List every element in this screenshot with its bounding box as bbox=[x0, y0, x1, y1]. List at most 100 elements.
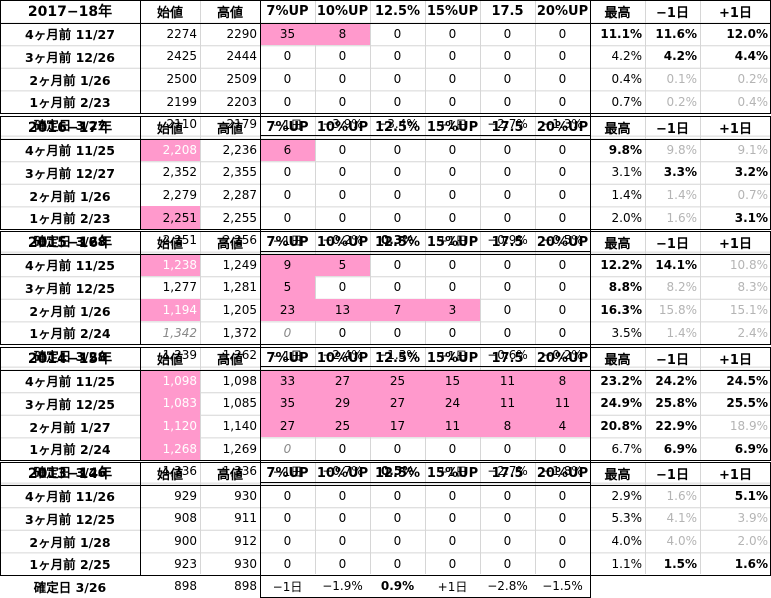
data-cell[interactable]: 2.4% bbox=[737, 325, 769, 340]
column-header[interactable]: 高値 bbox=[216, 352, 243, 368]
row-label[interactable]: 3ヶ月前 12/26 bbox=[25, 49, 115, 65]
column-header[interactable]: 7%UP bbox=[266, 350, 309, 366]
data-cell[interactable]: 0 bbox=[558, 94, 567, 109]
data-cell[interactable]: 15.8% bbox=[658, 303, 697, 318]
confirm-cell[interactable]: 1,336 bbox=[222, 464, 257, 479]
data-cell[interactable]: 0 bbox=[338, 441, 347, 456]
column-header[interactable]: −1日 bbox=[656, 236, 689, 252]
data-cell[interactable]: 0 bbox=[338, 325, 347, 340]
column-header[interactable]: 高値 bbox=[216, 467, 243, 483]
data-cell[interactable]: 0 bbox=[503, 303, 512, 318]
confirm-cell[interactable]: 0.3% bbox=[380, 233, 415, 248]
data-cell[interactable]: 3 bbox=[425, 298, 480, 322]
column-header[interactable]: 17.5 bbox=[491, 350, 524, 366]
data-cell[interactable]: 9.8% bbox=[666, 142, 698, 157]
data-cell[interactable]: 2.0% bbox=[737, 534, 769, 549]
data-cell[interactable]: 0 bbox=[503, 257, 512, 272]
data-cell[interactable]: 2274 bbox=[166, 26, 197, 41]
data-cell[interactable]: 24.9% bbox=[600, 396, 642, 411]
column-header[interactable]: 20%UP bbox=[536, 465, 589, 481]
confirm-cell[interactable]: −3.4% bbox=[377, 117, 418, 132]
data-cell[interactable]: 0 bbox=[338, 142, 347, 157]
data-cell[interactable]: 9.8% bbox=[608, 142, 642, 157]
data-cell[interactable]: 0 bbox=[448, 325, 457, 340]
data-cell[interactable]: 1,098 bbox=[222, 373, 257, 388]
data-cell[interactable]: 0 bbox=[448, 511, 457, 526]
confirm-cell[interactable]: −1日 bbox=[272, 579, 303, 594]
data-cell[interactable]: 0 bbox=[393, 210, 402, 225]
column-header[interactable]: 20%UP bbox=[536, 234, 589, 250]
data-cell[interactable]: 0 bbox=[558, 72, 567, 87]
data-cell[interactable]: 0.2% bbox=[737, 72, 769, 87]
data-cell[interactable]: 0 bbox=[448, 257, 457, 272]
data-cell[interactable]: 0 bbox=[338, 210, 347, 225]
row-label[interactable]: 3ヶ月前 12/25 bbox=[25, 511, 115, 527]
data-cell[interactable]: 0 bbox=[283, 488, 292, 503]
column-header[interactable]: 20%UP bbox=[536, 119, 589, 135]
row-label[interactable]: 2ヶ月前 1/28 bbox=[29, 534, 111, 550]
data-cell[interactable]: 11 bbox=[535, 392, 590, 415]
data-cell[interactable]: 1,238 bbox=[140, 253, 200, 277]
data-cell[interactable]: 0 bbox=[448, 94, 457, 109]
column-header[interactable]: 17.5 bbox=[491, 465, 524, 481]
confirm-cell[interactable]: −1.8% bbox=[542, 464, 583, 479]
data-cell[interactable]: 6.7% bbox=[611, 441, 643, 456]
data-cell[interactable]: 0 bbox=[558, 488, 567, 503]
data-cell[interactable]: 0 bbox=[393, 49, 402, 64]
confirm-cell[interactable]: 0.5% bbox=[380, 464, 415, 479]
data-cell[interactable]: 0 bbox=[393, 488, 402, 503]
data-cell[interactable]: 0 bbox=[338, 94, 347, 109]
data-cell[interactable]: 0.2% bbox=[666, 94, 698, 109]
data-cell[interactable]: 0 bbox=[448, 441, 457, 456]
data-cell[interactable]: 0 bbox=[338, 72, 347, 87]
data-cell[interactable]: 3.9% bbox=[737, 511, 769, 526]
data-cell[interactable]: 0 bbox=[558, 257, 567, 272]
data-cell[interactable]: 7 bbox=[370, 298, 425, 322]
data-cell[interactable]: 6.9% bbox=[734, 441, 768, 456]
data-cell[interactable]: 0 bbox=[283, 511, 292, 526]
column-header[interactable]: 10%UP bbox=[316, 465, 369, 481]
row-label[interactable]: 4ヶ月前 11/26 bbox=[25, 489, 115, 505]
column-header[interactable]: −1日 bbox=[656, 5, 689, 21]
data-cell[interactable]: 0.7% bbox=[611, 94, 643, 109]
data-cell[interactable]: 11 bbox=[480, 392, 535, 415]
data-cell[interactable]: 3.1% bbox=[611, 165, 643, 180]
column-header[interactable]: −1日 bbox=[656, 121, 689, 137]
data-cell[interactable]: 1,342 bbox=[162, 325, 197, 340]
column-header[interactable]: 12.5% bbox=[374, 119, 421, 135]
confirm-label[interactable]: 確定日 3/26 bbox=[33, 464, 107, 480]
data-cell[interactable]: 8.3% bbox=[737, 280, 769, 295]
block-title[interactable]: 2015−16年 bbox=[27, 235, 113, 252]
data-cell[interactable]: 0 bbox=[448, 280, 457, 295]
data-cell[interactable]: 930 bbox=[234, 556, 257, 571]
confirm-cell[interactable]: +1日 bbox=[437, 579, 468, 594]
data-cell[interactable]: 0 bbox=[448, 556, 457, 571]
column-header[interactable]: +1日 bbox=[719, 5, 752, 21]
data-cell[interactable]: 0 bbox=[503, 49, 512, 64]
confirm-label[interactable]: 確定日 3/28 bbox=[33, 233, 107, 249]
data-cell[interactable]: 0 bbox=[338, 488, 347, 503]
data-cell[interactable]: 29 bbox=[315, 392, 370, 415]
data-cell[interactable]: 11.1% bbox=[600, 26, 642, 41]
column-header[interactable]: 15%UP bbox=[426, 350, 479, 366]
column-header[interactable]: +1日 bbox=[719, 352, 752, 368]
data-cell[interactable]: 0 bbox=[338, 556, 347, 571]
data-cell[interactable]: 0 bbox=[503, 280, 512, 295]
data-cell[interactable]: 4.1% bbox=[666, 511, 698, 526]
data-cell[interactable]: 5 bbox=[315, 253, 370, 277]
data-cell[interactable]: 1.6% bbox=[666, 210, 698, 225]
confirm-cell[interactable]: −0.6% bbox=[487, 348, 528, 363]
data-cell[interactable]: 0 bbox=[558, 556, 567, 571]
data-cell[interactable]: 5.1% bbox=[734, 488, 768, 503]
data-cell[interactable]: 929 bbox=[174, 488, 197, 503]
data-cell[interactable]: 23.2% bbox=[600, 373, 642, 388]
column-header[interactable]: 17.5 bbox=[491, 119, 524, 135]
data-cell[interactable]: 0.7% bbox=[737, 188, 769, 203]
data-cell[interactable]: 23 bbox=[260, 298, 315, 322]
data-cell[interactable]: 900 bbox=[174, 534, 197, 549]
confirm-cell[interactable]: 1,336 bbox=[162, 464, 197, 479]
data-cell[interactable]: 2,208 bbox=[140, 138, 200, 162]
data-cell[interactable]: 0 bbox=[338, 165, 347, 180]
data-cell[interactable]: 8 bbox=[480, 414, 535, 438]
data-cell[interactable]: 2,352 bbox=[162, 165, 197, 180]
